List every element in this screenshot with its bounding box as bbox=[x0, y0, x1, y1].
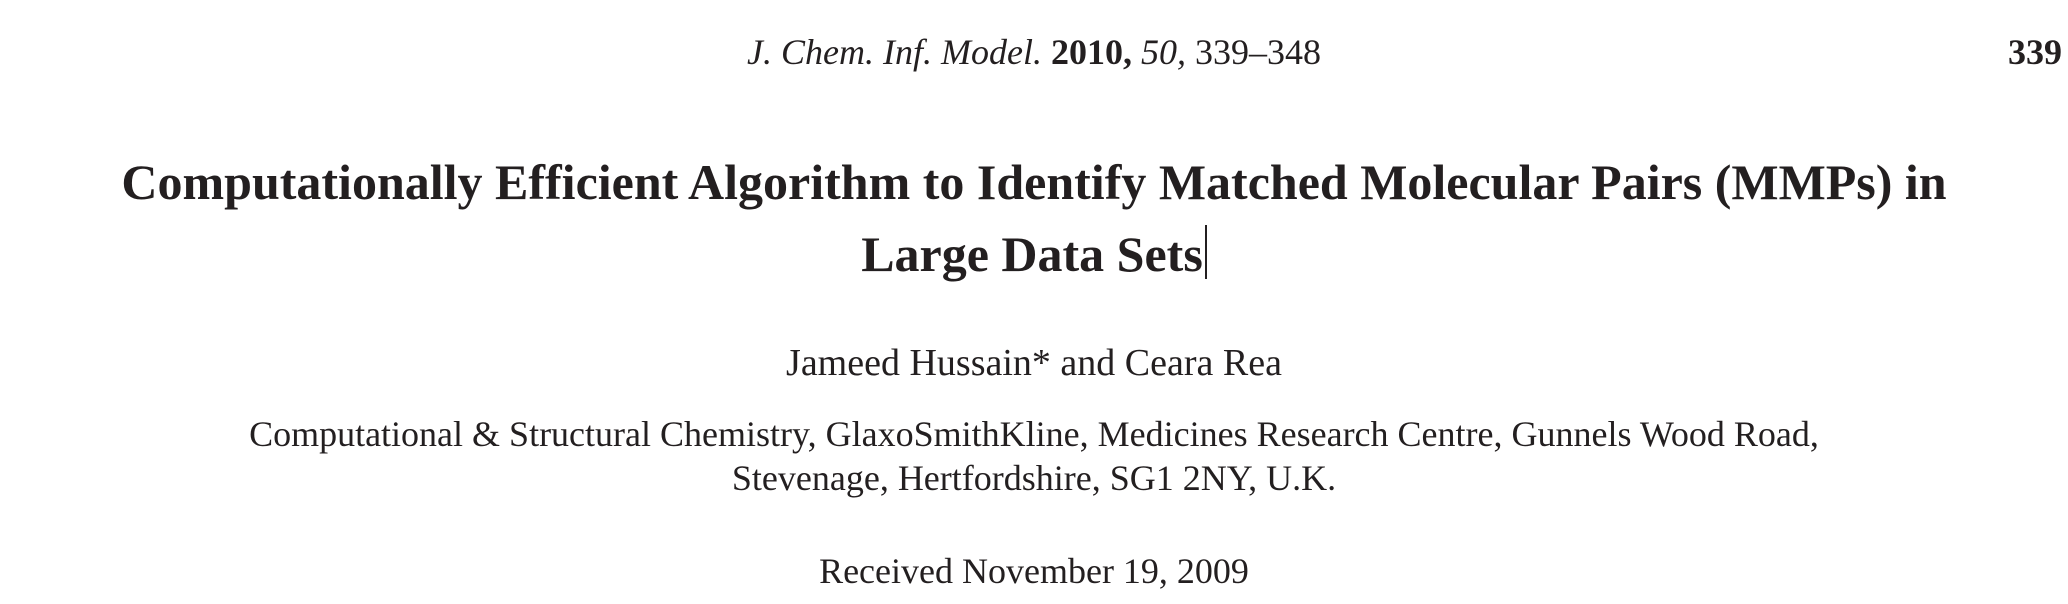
author-list: Jameed Hussain* and Ceara Rea bbox=[786, 342, 1282, 384]
article-title[interactable]: Computationally Efficient Algorithm to I… bbox=[30, 146, 2038, 290]
title-line-2: Large Data Sets bbox=[861, 226, 1203, 282]
page-range: 339–348 bbox=[1194, 32, 1321, 72]
running-head: J. Chem. Inf. Model. 2010, 50, 339–348 3… bbox=[0, 22, 2068, 82]
volume-number: 50, bbox=[1140, 32, 1186, 72]
affiliation-line-1: Computational & Structural Chemistry, Gl… bbox=[249, 414, 1819, 454]
text-cursor bbox=[1204, 225, 1207, 279]
publication-year: 2010, bbox=[1050, 32, 1132, 72]
author-affiliation: Computational & Structural Chemistry, Gl… bbox=[0, 412, 2068, 500]
title-line-2-wrapper: Large Data Sets bbox=[30, 218, 2038, 290]
received-date: Received November 19, 2009 bbox=[819, 551, 1249, 591]
journal-name: J. Chem. Inf. Model. bbox=[747, 32, 1042, 72]
journal-citation: J. Chem. Inf. Model. 2010, 50, 339–348 bbox=[0, 30, 2068, 74]
page-number: 339 bbox=[2008, 32, 2062, 72]
affiliation-line-2: Stevenage, Hertfordshire, SG1 2NY, U.K. bbox=[731, 458, 1337, 498]
title-line-1: Computationally Efficient Algorithm to I… bbox=[121, 154, 1947, 210]
